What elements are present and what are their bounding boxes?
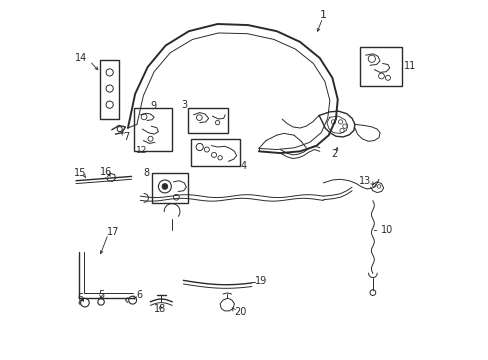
Text: 18: 18 [154,304,166,314]
Text: 3: 3 [181,100,187,111]
Text: 11: 11 [403,61,415,71]
Text: 17: 17 [107,227,120,237]
Text: 19: 19 [255,276,267,286]
Text: 6: 6 [77,293,83,303]
Text: 1: 1 [319,10,326,20]
Text: 6: 6 [136,291,142,301]
Text: 5: 5 [98,291,104,301]
Text: 14: 14 [74,53,86,63]
Text: 8: 8 [143,168,149,178]
Text: 7: 7 [123,132,129,142]
Text: 16: 16 [100,167,112,177]
Text: 20: 20 [234,307,246,317]
Text: 9: 9 [150,101,156,111]
Text: 12: 12 [135,146,146,155]
Text: 10: 10 [380,225,392,235]
Bar [191,139,240,166]
Bar [152,173,187,203]
Text: 4: 4 [241,161,246,171]
Bar [187,108,228,134]
Text: 15: 15 [74,168,86,178]
Circle shape [162,184,167,189]
Bar [100,60,119,119]
Text: 2: 2 [331,149,337,159]
Text: 13: 13 [358,176,370,186]
Bar [359,46,401,86]
Bar [134,108,172,151]
